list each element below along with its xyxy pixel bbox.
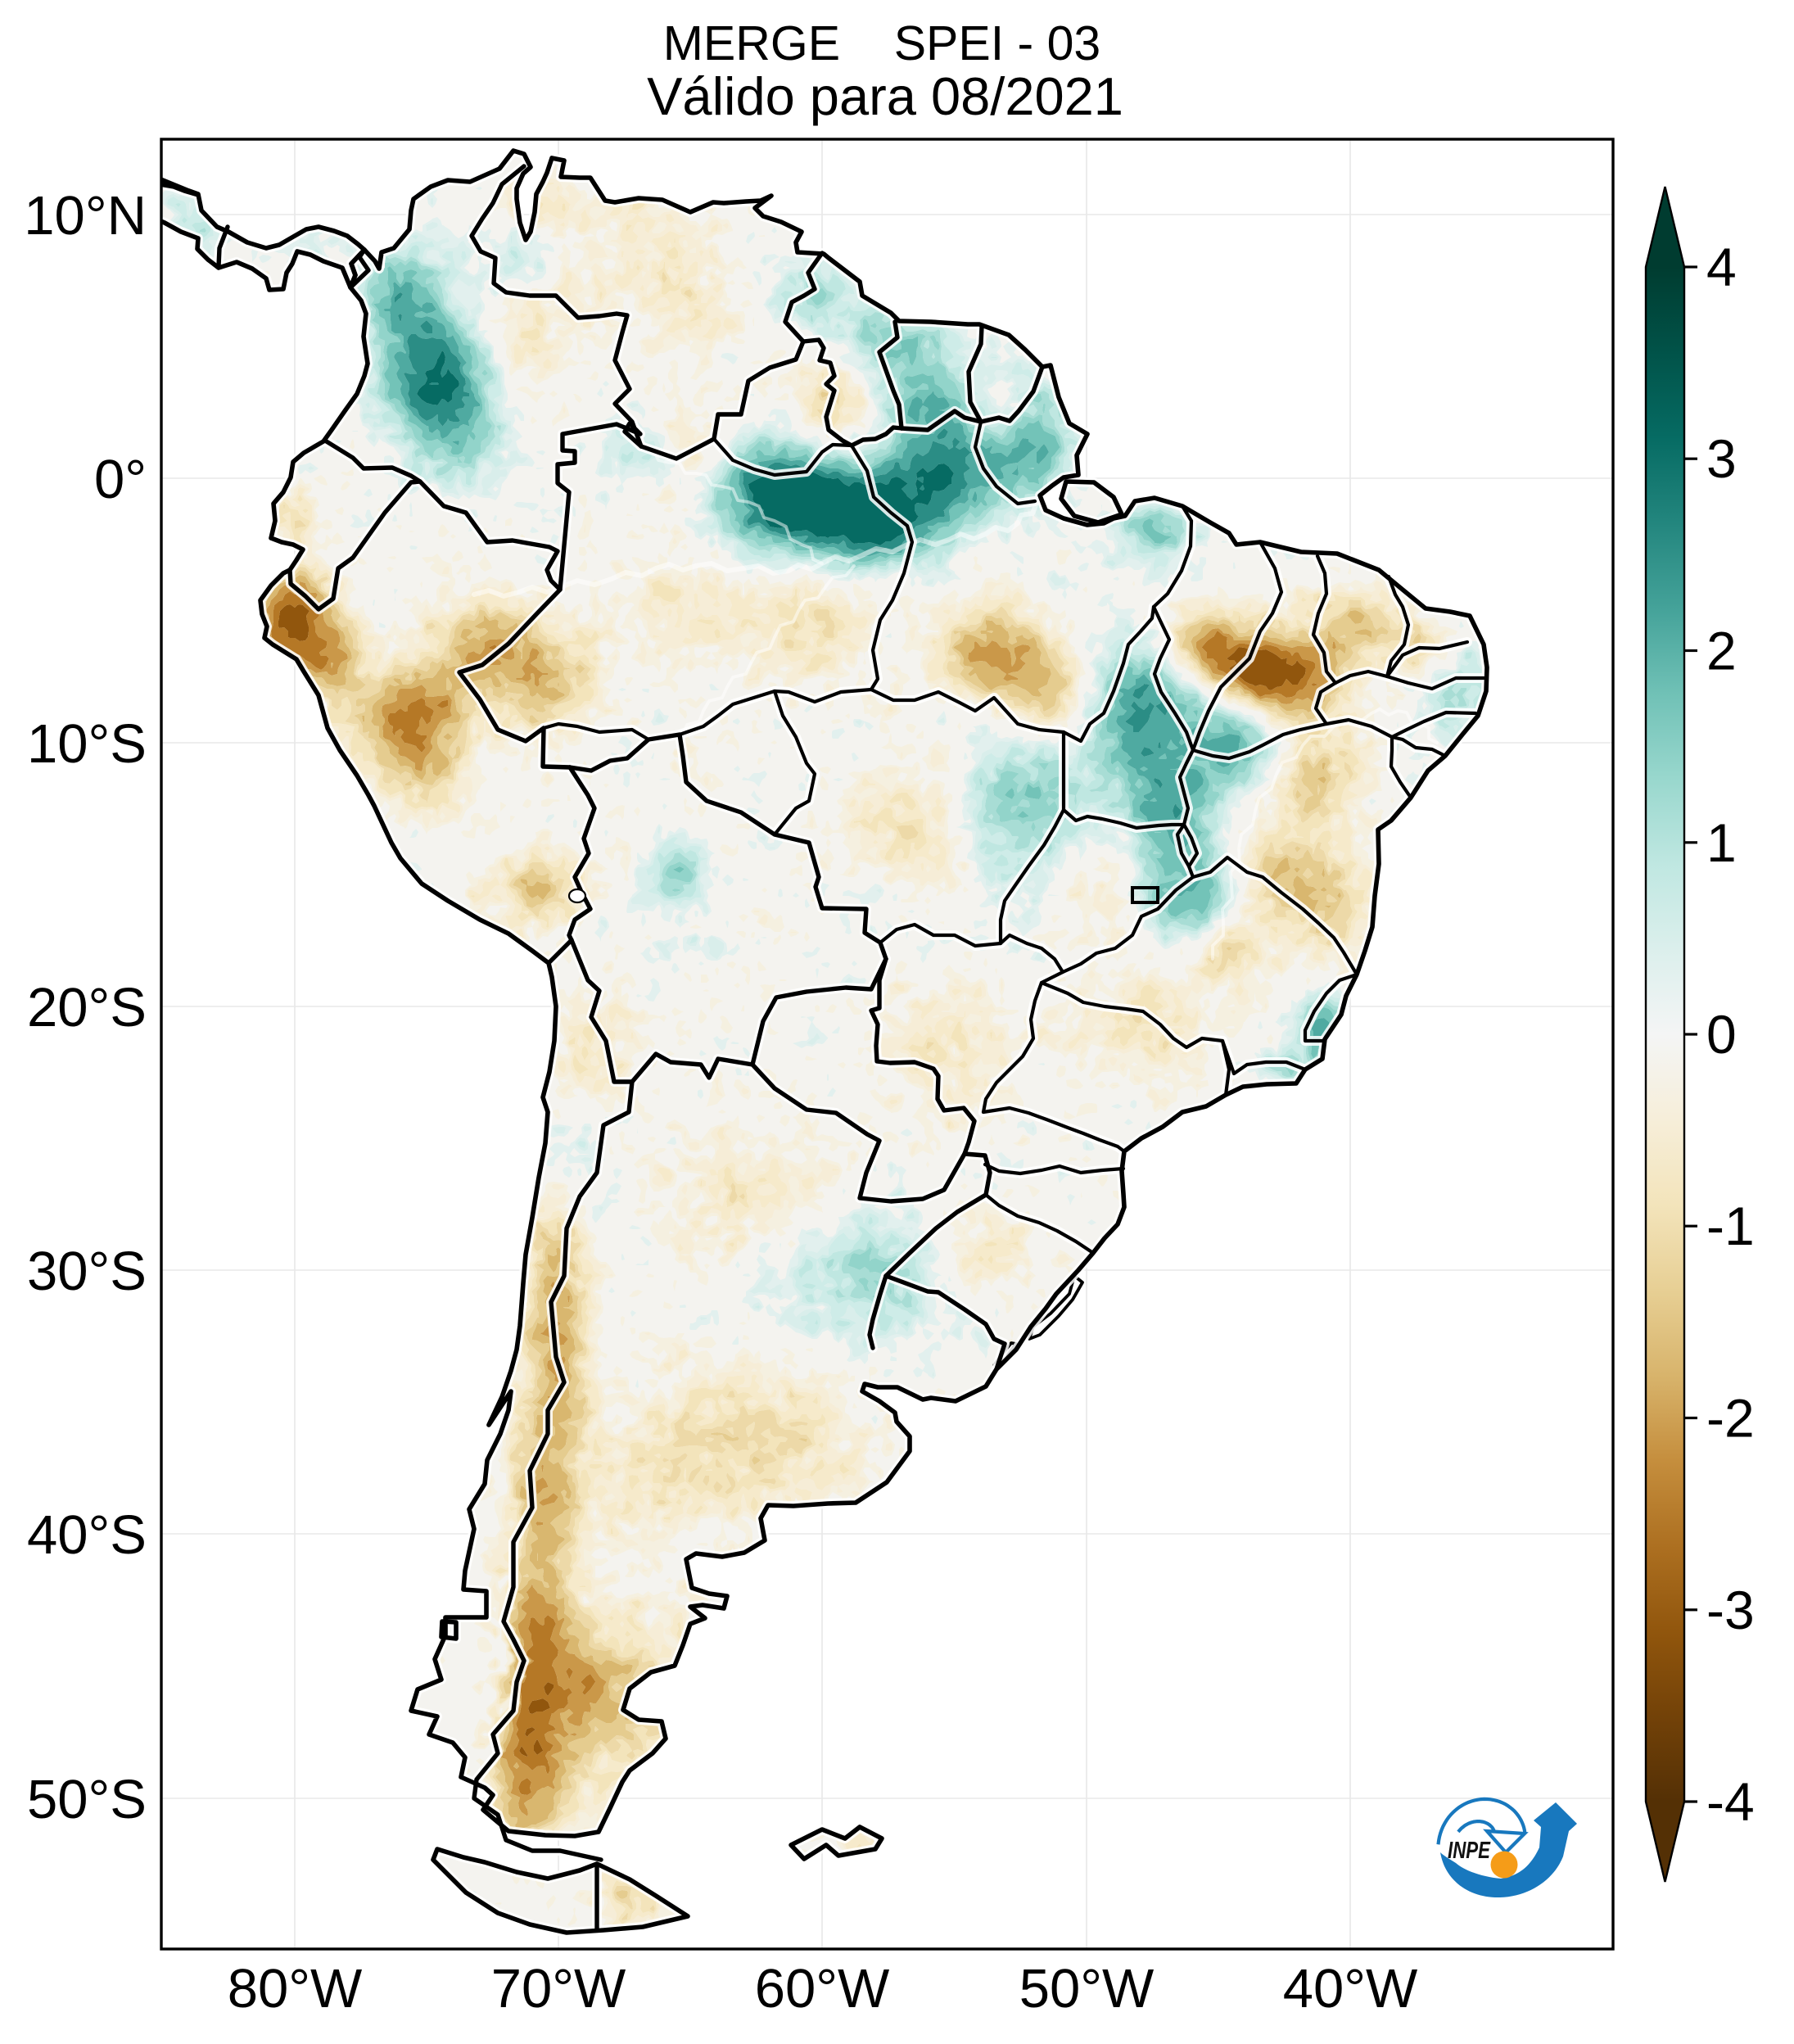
- svg-text:0: 0: [1706, 1004, 1737, 1065]
- svg-text:20°S: 20°S: [27, 977, 147, 1038]
- svg-text:70°W: 70°W: [491, 1958, 626, 2019]
- svg-text:-1: -1: [1706, 1196, 1755, 1256]
- svg-text:-2: -2: [1706, 1388, 1755, 1449]
- svg-text:30°S: 30°S: [27, 1241, 147, 1302]
- svg-text:10°S: 10°S: [27, 713, 147, 775]
- svg-text:MERGE SPEI - 03: MERGE SPEI - 03: [663, 16, 1100, 70]
- svg-text:INPE: INPE: [1448, 1838, 1491, 1864]
- svg-text:40°S: 40°S: [27, 1504, 147, 1566]
- svg-text:-4: -4: [1706, 1771, 1755, 1832]
- svg-text:50°S: 50°S: [27, 1769, 147, 1830]
- svg-text:0°: 0°: [94, 449, 147, 510]
- svg-text:40°W: 40°W: [1283, 1958, 1418, 2019]
- svg-text:3: 3: [1706, 428, 1737, 489]
- svg-text:Válido para 08/2021: Válido para 08/2021: [647, 66, 1123, 126]
- svg-text:1: 1: [1706, 812, 1737, 873]
- svg-text:50°W: 50°W: [1019, 1958, 1155, 2019]
- svg-text:60°W: 60°W: [755, 1958, 890, 2019]
- svg-text:80°W: 80°W: [228, 1958, 363, 2019]
- svg-text:2: 2: [1706, 621, 1737, 681]
- svg-text:4: 4: [1706, 237, 1737, 297]
- svg-text:10°N: 10°N: [24, 185, 147, 246]
- svg-text:-3: -3: [1706, 1580, 1755, 1640]
